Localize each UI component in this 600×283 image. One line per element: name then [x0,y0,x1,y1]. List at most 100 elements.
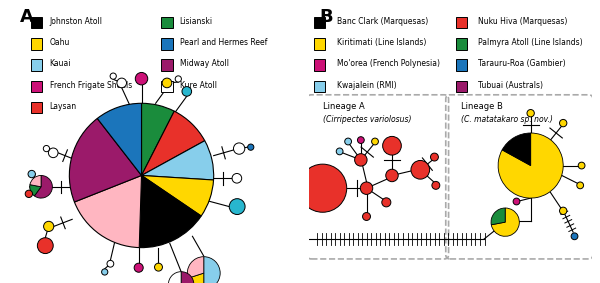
Bar [455,38,467,50]
Bar [314,38,325,50]
Bar [455,81,467,92]
Text: Kwajalein (RMI): Kwajalein (RMI) [337,81,397,90]
Text: Mo'orea (French Polynesia): Mo'orea (French Polynesia) [337,59,440,68]
Text: Banc Clark (Marquesas): Banc Clark (Marquesas) [337,17,428,26]
Wedge shape [491,208,520,236]
Circle shape [117,78,127,88]
Wedge shape [142,111,205,175]
Bar [31,17,43,28]
Circle shape [110,73,116,79]
Circle shape [175,76,181,82]
Text: French Frigate Shoals: French Frigate Shoals [50,81,132,90]
Circle shape [135,72,148,85]
Wedge shape [97,103,142,175]
Wedge shape [187,257,204,278]
Circle shape [386,169,398,182]
Circle shape [345,138,352,145]
Circle shape [432,181,440,189]
Circle shape [43,145,50,152]
Wedge shape [181,272,194,283]
Text: Pearl and Hermes Reef: Pearl and Hermes Reef [180,38,267,47]
Circle shape [411,160,430,179]
Circle shape [371,138,379,145]
Wedge shape [188,273,204,283]
Text: (Cirripectes variolosus): (Cirripectes variolosus) [323,115,411,124]
Circle shape [578,162,585,169]
Wedge shape [498,133,563,198]
Text: Lineage B: Lineage B [461,102,503,111]
Text: Palmyra Atoll (Line Islands): Palmyra Atoll (Line Islands) [478,38,583,47]
Circle shape [134,263,143,272]
Wedge shape [70,119,142,202]
Circle shape [25,190,32,198]
Bar [455,59,467,71]
Circle shape [233,143,245,154]
Text: Laysan: Laysan [50,102,77,111]
Bar [31,81,43,92]
Wedge shape [142,103,174,175]
Bar [31,102,43,113]
Text: Kauai: Kauai [50,59,71,68]
Circle shape [360,182,373,194]
Circle shape [430,153,439,161]
Circle shape [383,136,401,155]
Circle shape [527,110,535,117]
Circle shape [355,154,367,166]
Bar [161,81,173,92]
Circle shape [577,182,584,189]
Circle shape [382,198,391,207]
Wedge shape [142,175,214,216]
Bar [161,17,173,28]
Wedge shape [491,208,505,225]
Circle shape [571,233,578,240]
Text: Oahu: Oahu [50,38,70,47]
Circle shape [28,170,35,178]
Circle shape [155,263,163,271]
Text: Kiritimati (Line Islands): Kiritimati (Line Islands) [337,38,426,47]
Circle shape [362,213,370,220]
Circle shape [513,198,520,205]
Circle shape [44,221,54,231]
Wedge shape [142,141,214,180]
Bar [455,17,467,28]
Circle shape [248,144,254,150]
Circle shape [560,119,567,127]
Circle shape [37,238,53,254]
Text: Tarauru-Roa (Gambier): Tarauru-Roa (Gambier) [478,59,566,68]
Bar [314,59,325,71]
Circle shape [336,148,343,155]
Text: Tubuai (Australs): Tubuai (Australs) [478,81,544,90]
Circle shape [182,87,191,96]
Wedge shape [204,257,220,283]
Text: Midway Atoll: Midway Atoll [180,59,229,68]
Circle shape [232,173,242,183]
Wedge shape [74,175,142,248]
Circle shape [358,137,364,143]
Text: Lisianski: Lisianski [180,17,213,26]
Circle shape [107,260,114,267]
Wedge shape [139,175,201,248]
Circle shape [229,199,245,215]
Wedge shape [169,272,181,283]
Wedge shape [30,175,41,187]
Bar [161,59,173,71]
Wedge shape [502,133,530,166]
Text: B: B [320,8,334,27]
Bar [314,81,325,92]
Text: A: A [20,8,34,27]
Text: Nuku Hiva (Marquesas): Nuku Hiva (Marquesas) [478,17,568,26]
Circle shape [101,269,108,275]
Bar [161,38,173,50]
Text: Lineage A: Lineage A [323,102,364,111]
Bar [314,17,325,28]
Text: Johnston Atoll: Johnston Atoll [50,17,103,26]
Bar [31,59,43,71]
Wedge shape [34,175,52,198]
Circle shape [49,148,58,158]
Circle shape [299,164,347,212]
Text: Kure Atoll: Kure Atoll [180,81,217,90]
Bar [31,38,43,50]
Wedge shape [30,185,41,196]
Circle shape [162,78,172,88]
Text: (C. matatakaro sp. nov.): (C. matatakaro sp. nov.) [461,115,553,124]
